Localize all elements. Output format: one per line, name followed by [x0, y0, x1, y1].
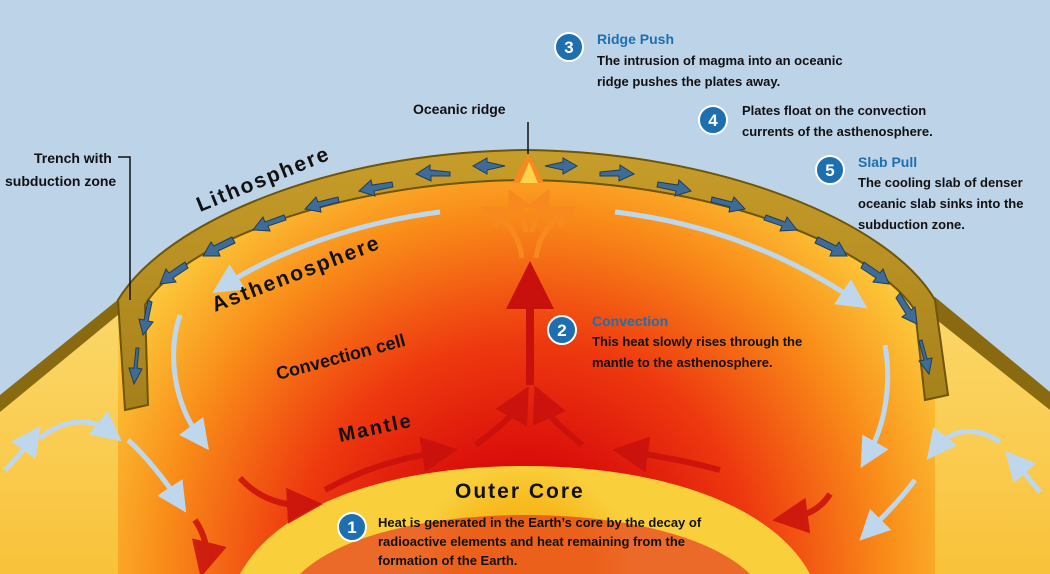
note-4-line: currents of the asthenosphere. — [742, 124, 933, 139]
lithosphere-plate — [116, 148, 950, 412]
trench-label-line1: Trench with — [34, 150, 112, 166]
plate-arrow — [471, 157, 506, 175]
note-5-line: subduction zone. — [858, 217, 965, 232]
plate-arrow — [252, 214, 287, 232]
plate-arrow — [895, 292, 918, 325]
plate-arrow — [710, 196, 746, 213]
plate-arrow — [860, 261, 890, 285]
plate-arrows — [128, 157, 933, 386]
plate-arrow — [304, 196, 340, 213]
ridge-magma-core — [520, 162, 538, 183]
trench-label-line2: subduction zone — [5, 173, 116, 189]
note-2-title: Convection — [592, 313, 668, 329]
plate-arrow — [414, 164, 451, 182]
note-5: 5 Slab Pull The cooling slab of denser o… — [815, 154, 1023, 232]
note-5-line: The cooling slab of denser — [858, 175, 1023, 190]
note-2-badge — [547, 315, 577, 345]
note-1: 1 Heat is generated in the Earth’s core … — [337, 512, 702, 568]
note-3-title: Ridge Push — [597, 31, 674, 47]
hot-convection-arrows — [191, 385, 833, 574]
outer-core-label: Outer Core — [455, 480, 585, 503]
plate-arrow — [763, 214, 798, 232]
left-continental-crust — [0, 298, 136, 412]
note-5-line: oceanic slab sinks into the — [858, 196, 1023, 211]
note-4-line: Plates float on the convection — [742, 103, 926, 118]
note-2-line: mantle to the asthenosphere. — [592, 355, 773, 370]
note-1-number: 1 — [347, 518, 356, 537]
note-4-number: 4 — [708, 111, 718, 130]
note-4: 4 Plates float on the convection current… — [698, 103, 933, 139]
inner-core-glow — [300, 515, 750, 574]
plate-arrow — [138, 299, 154, 337]
plate-arrow — [544, 157, 579, 175]
note-3-number: 3 — [564, 38, 573, 57]
plate-arrow — [128, 347, 143, 386]
plate-arrow — [599, 164, 636, 182]
note-1-line: radioactive elements and heat remaining … — [378, 534, 685, 549]
magma-rise-arrows — [481, 188, 577, 259]
note-5-badge — [815, 155, 845, 185]
note-5-number: 5 — [825, 161, 834, 180]
note-2-number: 2 — [557, 321, 566, 340]
trench-leader-line — [118, 156, 131, 300]
plate-arrow — [159, 261, 189, 285]
plate-arrow — [358, 179, 394, 197]
cool-convection-arrows — [3, 209, 1042, 541]
note-2-line: This heat slowly rises through the — [592, 334, 802, 349]
note-3-line: The intrusion of magma into an oceanic — [597, 53, 843, 68]
plate-arrow — [918, 339, 933, 376]
oceanic-ridge-label: Oceanic ridge — [413, 101, 506, 117]
note-1-line: formation of the Earth. — [378, 553, 517, 568]
plate-arrow — [656, 179, 692, 197]
plate-arrow — [814, 236, 848, 257]
note-3-line: ridge pushes the plates away. — [597, 74, 780, 89]
note-2: 2 Convection This heat slowly rises thro… — [547, 313, 802, 370]
note-3-badge — [554, 32, 584, 62]
left-earth-block — [0, 300, 140, 574]
plate-arrow — [202, 236, 236, 257]
note-5-title: Slab Pull — [858, 154, 917, 170]
note-1-badge — [337, 512, 367, 542]
right-continental-crust — [918, 297, 1050, 410]
note-3: 3 Ridge Push The intrusion of magma into… — [554, 31, 843, 89]
note-1-line: Heat is generated in the Earth’s core by… — [378, 515, 702, 530]
note-4-badge — [698, 105, 728, 135]
